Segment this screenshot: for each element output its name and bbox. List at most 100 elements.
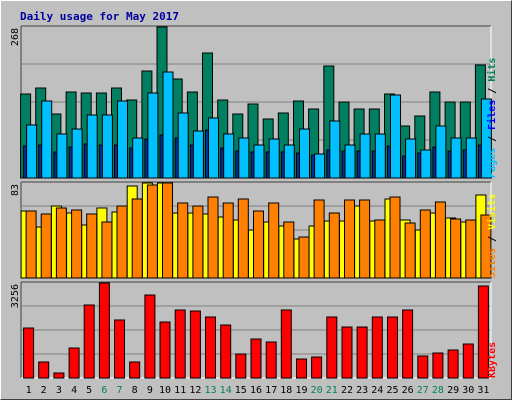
legend-separator: / <box>487 82 498 100</box>
x-label-day-17: 17 <box>265 385 277 396</box>
x-label-day-27: 27 <box>417 385 429 396</box>
bar-sites-day-1 <box>25 210 37 279</box>
bar-sites-day-17 <box>268 202 280 279</box>
bar-sites-day-18 <box>283 221 295 279</box>
bar-pages-day-25 <box>390 94 401 179</box>
bar-pages-day-10 <box>162 71 174 179</box>
bar-kbytes-day-9 <box>144 294 156 379</box>
legend-files: Files <box>486 100 498 130</box>
legend-visits: Visits <box>486 194 498 230</box>
x-label-day-31: 31 <box>477 385 489 396</box>
bar-sites-day-4 <box>71 209 83 279</box>
panel-top: 268 Pages / Files / Hits <box>10 25 498 179</box>
legend-pages: Pages <box>487 148 498 178</box>
bar-sites-day-12 <box>192 205 204 279</box>
bar-sites-day-13 <box>207 196 219 279</box>
bar-sites-day-3 <box>55 207 67 279</box>
bar-kbytes-day-30 <box>462 343 474 379</box>
x-label-day-28: 28 <box>432 385 444 396</box>
bar-kbytes-day-27 <box>417 355 429 379</box>
x-label-day-6: 6 <box>101 385 107 396</box>
x-label-day-5: 5 <box>86 385 92 396</box>
bar-pages-day-24 <box>374 133 386 179</box>
legend-separator: / <box>487 230 498 248</box>
bar-sites-day-16 <box>253 210 264 279</box>
bar-sites-day-19 <box>298 236 310 279</box>
bar-sites-day-10 <box>162 182 173 279</box>
x-label-day-9: 9 <box>147 385 153 396</box>
x-label-day-2: 2 <box>41 385 47 396</box>
bar-kbytes-day-6 <box>98 282 110 379</box>
bar-sites-day-5 <box>86 213 98 279</box>
x-label-day-13: 13 <box>204 385 216 396</box>
bar-sites-day-21 <box>328 212 340 279</box>
bar-sites-day-14 <box>222 202 234 279</box>
bar-sites-day-15 <box>237 198 249 279</box>
bar-kbytes-day-22 <box>341 326 353 379</box>
bar-pages-day-2 <box>41 100 53 179</box>
bar-sites-day-20 <box>313 199 325 279</box>
bar-pages-day-14 <box>223 133 235 179</box>
bar-kbytes-day-29 <box>447 349 459 379</box>
bar-kbytes-day-23 <box>356 326 368 379</box>
bar-pages-day-20 <box>314 153 326 179</box>
bar-kbytes-day-7 <box>114 319 125 379</box>
x-label-day-19: 19 <box>295 385 307 396</box>
bar-pages-day-11 <box>177 112 189 179</box>
x-label-day-20: 20 <box>311 385 323 396</box>
bar-kbytes-day-10 <box>159 321 171 379</box>
x-label-day-4: 4 <box>71 385 77 396</box>
bar-kbytes-day-13 <box>205 316 216 379</box>
bar-pages-day-13 <box>208 117 219 179</box>
x-label-day-3: 3 <box>56 385 62 396</box>
legend-sites: Sites <box>486 248 498 278</box>
bar-pages-day-28 <box>435 125 447 179</box>
x-label-day-15: 15 <box>235 385 247 396</box>
bar-kbytes-day-12 <box>189 310 201 379</box>
x-label-day-25: 25 <box>386 385 398 396</box>
legend-kbytes: KBytes <box>487 342 498 378</box>
bar-kbytes-day-14 <box>220 324 232 379</box>
panel-bottom: 3256 KBytes <box>10 281 498 379</box>
x-label-day-30: 30 <box>462 385 474 396</box>
bar-pages-day-4 <box>71 128 83 179</box>
bar-pages-day-18 <box>283 144 295 179</box>
bar-kbytes-day-2 <box>38 361 50 379</box>
bar-kbytes-day-5 <box>83 304 95 379</box>
x-label-day-22: 22 <box>341 385 353 396</box>
bar-pages-day-19 <box>299 128 310 179</box>
y-max-label: 3256 <box>10 284 21 308</box>
bar-kbytes-day-18 <box>280 309 292 379</box>
legend-top: Pages / Files / Hits <box>486 58 498 178</box>
x-label-day-23: 23 <box>356 385 368 396</box>
y-max-label: 83 <box>10 184 21 196</box>
x-label-day-21: 21 <box>326 385 338 396</box>
bar-sites-day-22 <box>344 199 355 279</box>
x-label-day-7: 7 <box>116 385 122 396</box>
bar-pages-day-8 <box>132 137 144 179</box>
bar-pages-day-21 <box>329 120 341 179</box>
bar-sites-day-27 <box>419 209 431 279</box>
bar-sites-day-11 <box>177 202 189 279</box>
bar-kbytes-day-25 <box>387 316 398 379</box>
x-label-day-26: 26 <box>402 385 414 396</box>
x-label-day-24: 24 <box>371 385 383 396</box>
bar-kbytes-day-15 <box>235 353 247 379</box>
bar-kbytes-day-28 <box>432 352 444 379</box>
legend-hits: Hits <box>486 58 498 82</box>
bar-pages-day-29 <box>450 137 462 179</box>
bar-pages-day-16 <box>253 144 265 179</box>
bar-kbytes-day-4 <box>68 347 80 379</box>
bar-kbytes-day-17 <box>265 341 277 379</box>
bar-sites-day-28 <box>434 201 446 279</box>
bar-kbytes-day-24 <box>371 316 383 379</box>
bar-sites-day-2 <box>40 213 52 279</box>
bar-sites-day-24 <box>374 219 386 279</box>
bar-kbytes-day-26 <box>402 309 414 379</box>
legend-bottom: KBytes <box>487 342 498 378</box>
bar-kbytes-day-19 <box>296 358 307 379</box>
x-label-day-12: 12 <box>189 385 201 396</box>
bar-pages-day-7 <box>117 100 128 179</box>
bar-kbytes-day-3 <box>53 372 65 379</box>
